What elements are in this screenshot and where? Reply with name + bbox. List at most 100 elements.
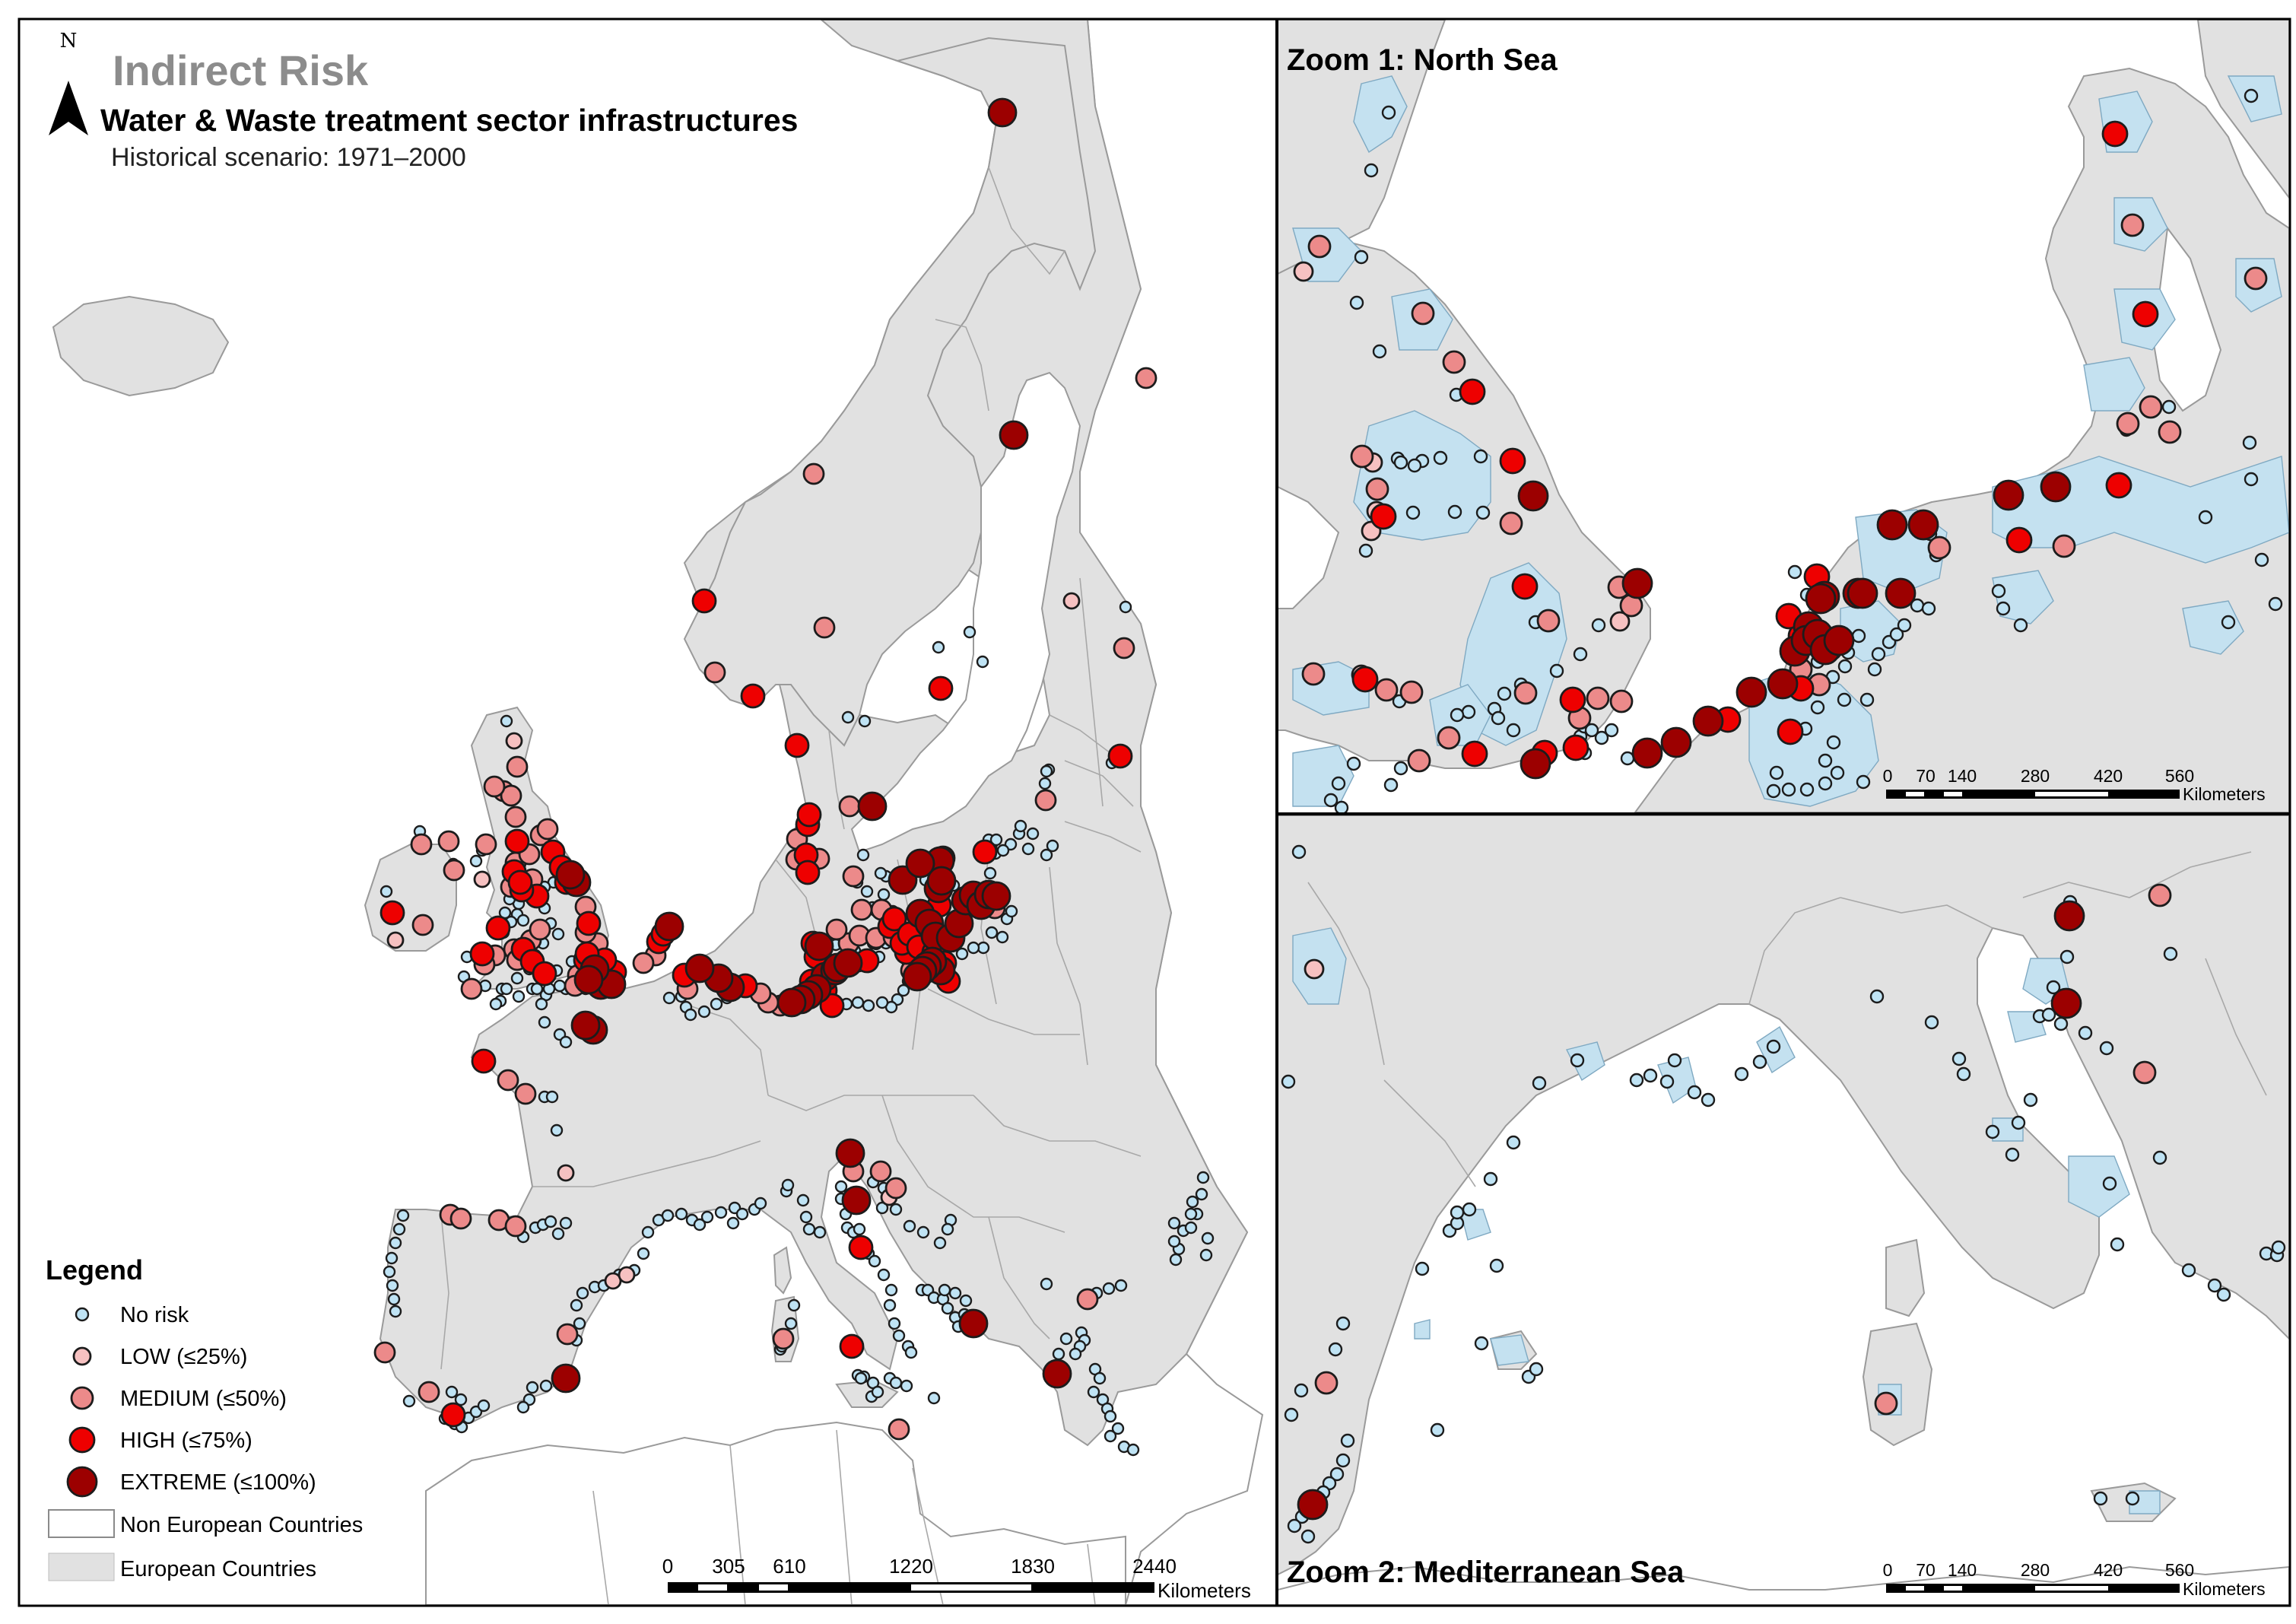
zoom2-scale-tick-label: 0 xyxy=(1883,1560,1893,1580)
site-marker-none xyxy=(1026,827,1040,841)
site-marker-none xyxy=(1450,707,1465,723)
site-marker-none xyxy=(1334,800,1349,812)
site-marker-none xyxy=(1433,450,1448,466)
site-marker-none xyxy=(854,1371,868,1385)
main-scale-unit: Kilometers xyxy=(1158,1579,1251,1602)
site-marker-none xyxy=(1570,1053,1585,1068)
site-marker-none xyxy=(2005,1147,2020,1162)
site-marker-none xyxy=(1040,848,1053,862)
site-marker-none xyxy=(576,1286,589,1300)
site-marker-none xyxy=(500,714,513,728)
legend-label-high: HIGH (≤75%) xyxy=(120,1429,252,1453)
site-marker-none xyxy=(796,1193,810,1207)
site-marker-none xyxy=(1859,692,1875,707)
site-marker-medium xyxy=(1034,789,1057,812)
site-marker-none xyxy=(710,997,723,1011)
site-marker-medium xyxy=(2132,1060,2157,1085)
site-marker-none xyxy=(1951,1051,1967,1066)
site-marker-extreme xyxy=(1621,567,1653,599)
site-marker-low xyxy=(1062,592,1081,610)
site-marker-none xyxy=(1818,776,1833,791)
site-marker-medium xyxy=(483,775,506,798)
site-marker-none xyxy=(1323,793,1339,808)
site-marker-extreme xyxy=(2053,900,2085,932)
site-marker-none xyxy=(1483,1171,1498,1187)
site-marker-none xyxy=(1489,1258,1504,1273)
site-marker-none xyxy=(875,1201,889,1215)
site-marker-high xyxy=(796,802,822,828)
site-marker-extreme xyxy=(1042,1359,1072,1389)
site-marker-none xyxy=(693,1218,707,1232)
site-marker-none xyxy=(900,1379,913,1393)
legend-symbol-high xyxy=(68,1426,96,1454)
site-marker-none xyxy=(1169,1253,1183,1266)
site-marker-none xyxy=(1810,700,1825,715)
zoom2-scale-bar-segment xyxy=(1944,1586,1962,1591)
zoom1-scale-unit: Kilometers xyxy=(2183,784,2266,804)
site-marker-none xyxy=(2242,435,2257,450)
site-marker-none xyxy=(1021,842,1035,856)
site-marker-high xyxy=(469,941,495,967)
site-marker-none xyxy=(538,1015,551,1029)
map-title: Indirect Risk xyxy=(113,46,369,94)
site-marker-none xyxy=(860,885,874,898)
site-marker-extreme xyxy=(654,911,684,942)
site-marker-high xyxy=(1511,573,1539,600)
legend-label-low: LOW (≤25%) xyxy=(120,1345,247,1369)
site-marker-none xyxy=(1643,1068,1658,1083)
site-marker-none xyxy=(2161,399,2177,415)
site-marker-extreme xyxy=(926,866,957,896)
zoom1-scale-bar-segment xyxy=(1944,792,1962,796)
legend-swatch-non-european xyxy=(48,1509,115,1538)
site-marker-high xyxy=(440,1402,466,1428)
site-marker-medium xyxy=(869,1160,892,1183)
site-marker-none xyxy=(2099,1041,2114,1056)
site-marker-none xyxy=(1364,163,1379,178)
site-marker-extreme xyxy=(2050,987,2082,1019)
site-marker-none xyxy=(379,885,393,898)
site-marker-none xyxy=(1532,1076,1547,1091)
site-marker-medium xyxy=(437,830,460,853)
legend-symbol-extreme xyxy=(66,1466,98,1498)
site-marker-none xyxy=(553,979,567,993)
zoom2-land-mainland xyxy=(1278,815,2289,1576)
site-marker-none xyxy=(1405,505,1421,520)
site-marker-none xyxy=(1358,543,1373,558)
site-marker-none xyxy=(799,1210,813,1224)
site-marker-none xyxy=(781,1178,795,1192)
site-marker-none xyxy=(389,1236,402,1250)
site-marker-none xyxy=(1331,776,1346,791)
site-marker-none xyxy=(1549,663,1564,679)
site-marker-extreme xyxy=(1660,726,1692,758)
zoom1-scale-tick-label: 560 xyxy=(2165,766,2194,786)
site-marker-extreme xyxy=(833,948,863,978)
site-marker-none xyxy=(1869,989,1885,1004)
site-marker-none xyxy=(1573,647,1588,662)
european-land-iceland xyxy=(52,295,230,397)
main-scale-bar-segment xyxy=(759,1584,788,1591)
north-arrow-label: N xyxy=(60,30,78,52)
site-marker-medium xyxy=(1927,536,1951,560)
site-marker-none xyxy=(1659,1074,1675,1089)
site-marker-none xyxy=(2110,1237,2125,1252)
site-marker-none xyxy=(2011,1115,2026,1130)
site-marker-high xyxy=(532,961,557,987)
site-marker-none xyxy=(2244,472,2259,487)
site-marker-extreme xyxy=(551,1363,581,1394)
site-marker-none xyxy=(1889,627,1904,642)
site-marker-medium xyxy=(1499,511,1523,536)
site-marker-none xyxy=(892,1329,906,1343)
site-marker-none xyxy=(641,1225,655,1239)
zoom2-annotations: Zoom 2: Mediterranean Sea 0 70 140 280 420 56… xyxy=(1287,1556,2266,1599)
main-scale-tick-label: 305 xyxy=(712,1555,745,1578)
site-marker-high xyxy=(1559,686,1586,713)
site-marker-extreme xyxy=(1876,509,1908,541)
site-marker-medium xyxy=(449,1207,472,1230)
site-marker-none xyxy=(1372,344,1387,359)
site-marker-extreme xyxy=(905,848,935,879)
site-marker-extreme xyxy=(1847,577,1878,609)
site-marker-none xyxy=(551,1227,565,1241)
site-marker-extreme xyxy=(1631,737,1663,769)
site-marker-none xyxy=(735,1207,749,1221)
site-marker-none xyxy=(889,1376,903,1390)
